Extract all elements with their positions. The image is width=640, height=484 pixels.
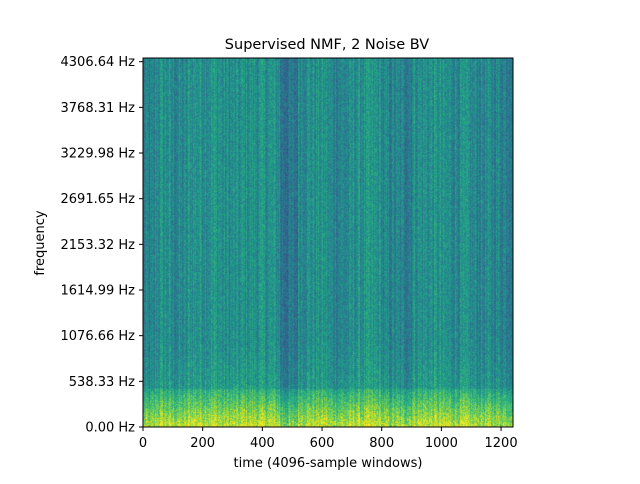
y-tick-label: 4306.64 Hz (61, 55, 136, 70)
y-tick-label: 1076.66 Hz (61, 329, 136, 344)
x-tick-label: 800 (369, 436, 394, 451)
heatmap-image (143, 58, 513, 427)
x-tick-label: 400 (250, 436, 275, 451)
y-tick-label: 3229.98 Hz (61, 147, 136, 162)
x-tick-label: 200 (190, 436, 215, 451)
plot-area (143, 58, 513, 427)
y-axis-label: frequency (33, 210, 48, 276)
x-tick-label: 0 (139, 436, 147, 451)
y-tick-label: 1614.99 Hz (61, 284, 136, 299)
x-axis-label: time (4096-sample windows) (234, 456, 423, 471)
x-axis: 0 200 400 600 800 1000 1200 (139, 427, 518, 451)
x-tick-label: 1000 (425, 436, 458, 451)
y-tick-label: 2691.65 Hz (61, 192, 136, 207)
x-tick-label: 600 (310, 436, 335, 451)
y-tick-label: 538.33 Hz (69, 375, 135, 390)
y-axis: 0.00 Hz 538.33 Hz 1076.66 Hz 1614.99 Hz 2153… (61, 55, 143, 436)
y-tick-label: 3768.31 Hz (61, 101, 136, 116)
y-tick-label: 0.00 Hz (85, 421, 135, 436)
x-tick-label: 1200 (485, 436, 518, 451)
plot-frame (142, 57, 514, 428)
chart-title: Supervised NMF, 2 Noise BV (225, 37, 429, 53)
y-tick-label: 2153.32 Hz (61, 238, 136, 253)
